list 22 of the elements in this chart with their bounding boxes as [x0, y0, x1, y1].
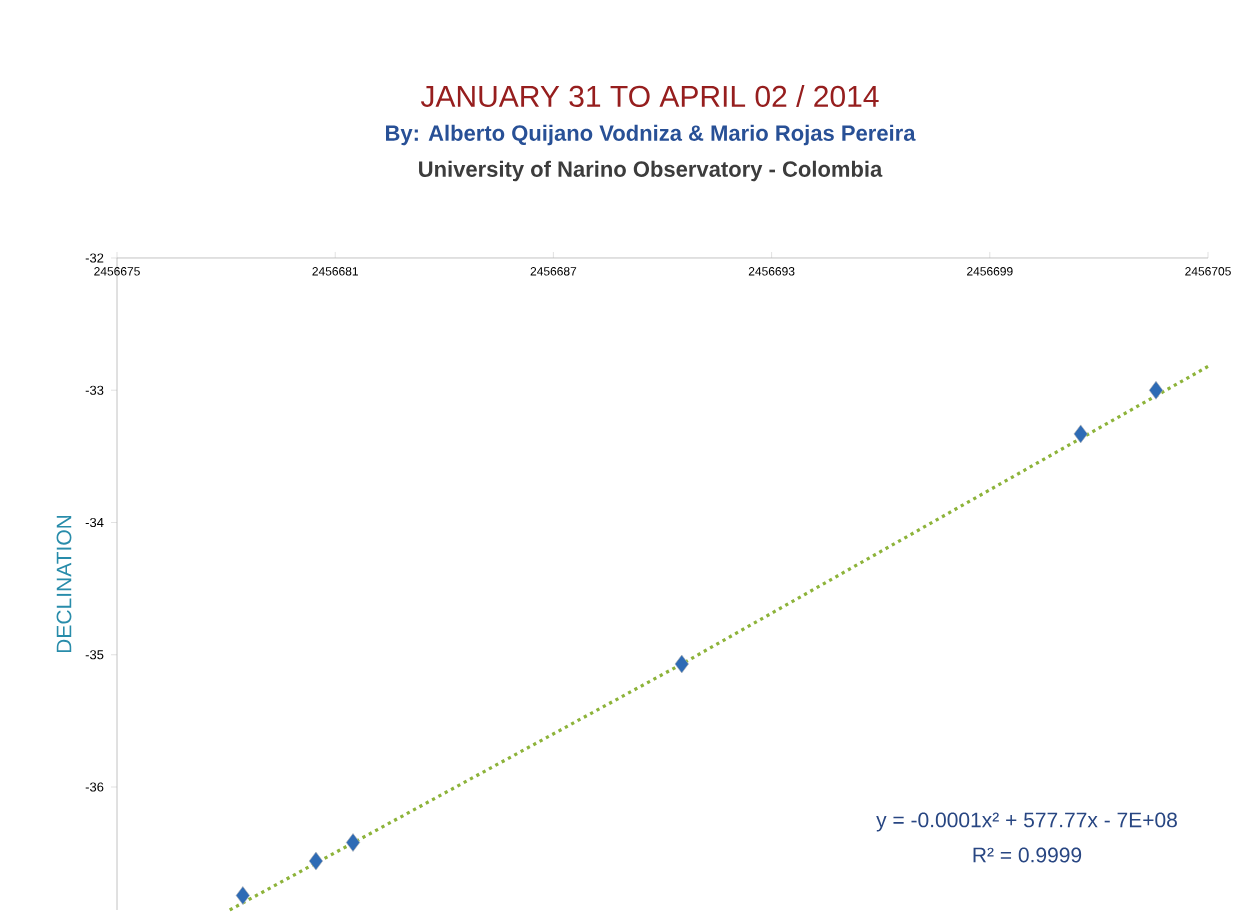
chart-title: JANUARY 31 TO APRIL 02 / 2014: [420, 85, 879, 108]
y-tick-label: -35: [85, 650, 104, 660]
y-tick-label: -36: [85, 782, 104, 792]
point: [308, 851, 323, 871]
point: [1073, 424, 1088, 444]
chart-subtitle: By: Alberto Quijano Vodniza & Mario Rojas Pereira: [386, 124, 916, 146]
x-tick-label: 2456705: [1185, 267, 1231, 276]
point: [345, 833, 361, 853]
annotation: y = -0.0001x² + 577.77x - 7E+08: [876, 812, 1177, 832]
point: [674, 654, 689, 674]
x-tick-label: 2456675: [94, 267, 140, 276]
y-axis-title: DECLINATION: [56, 516, 72, 653]
point: [1148, 381, 1164, 400]
annotation: R² = 0.9999: [973, 847, 1082, 863]
y-tick-label: -34: [85, 518, 104, 528]
x-tick-label: 2456693: [748, 267, 795, 276]
y-tick-label: -32: [85, 253, 104, 263]
text: University of Narino Observatory - Colombia: [419, 160, 883, 182]
x-tick-label: 2456681: [312, 267, 358, 276]
x-tick-label: 2456699: [967, 267, 1013, 276]
y-tick-label: -33: [85, 385, 104, 396]
x-tick-label: 2456687: [530, 267, 577, 276]
